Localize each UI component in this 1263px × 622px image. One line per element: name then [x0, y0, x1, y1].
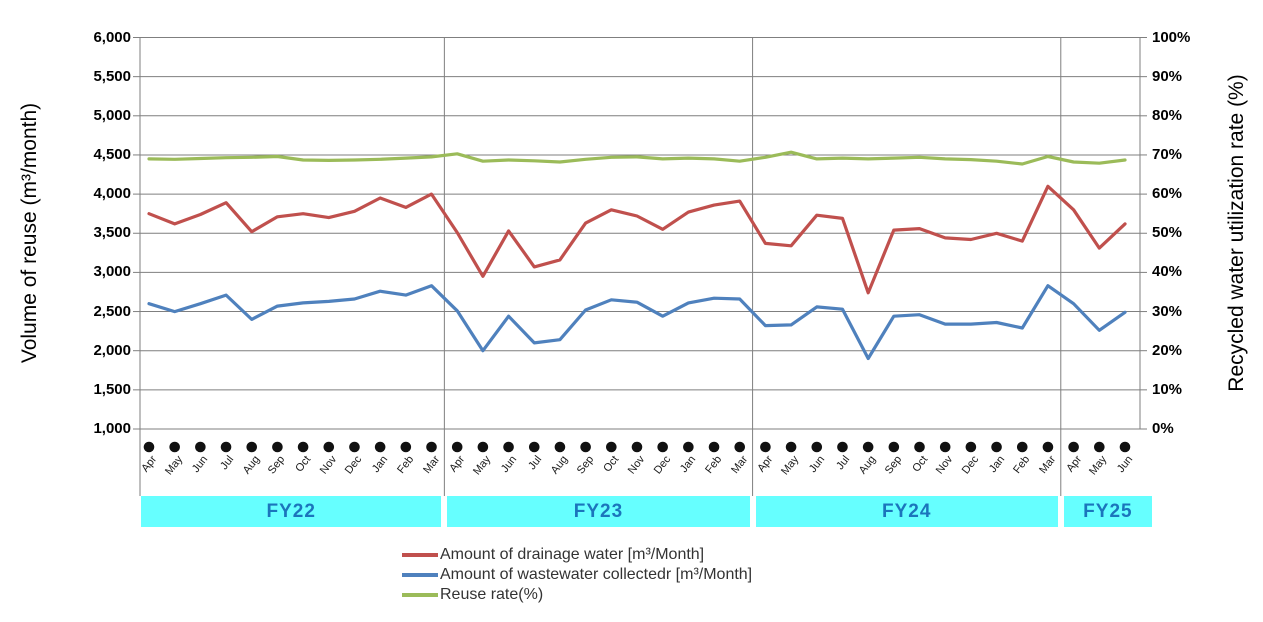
legend-line-swatch	[402, 593, 438, 597]
legend-label: Amount of drainage water [m³/Month]	[440, 546, 705, 563]
series-line-0	[147, 184, 1127, 295]
category-dot	[1094, 441, 1105, 453]
right-axis-tick-label: 80%	[1152, 106, 1183, 124]
category-dot	[888, 441, 900, 453]
series-line-1	[147, 284, 1127, 361]
category-dot	[939, 441, 951, 453]
series-line-2	[147, 150, 1127, 166]
category-dot	[297, 441, 309, 453]
category-dot	[837, 441, 848, 453]
legend-label: Amount of wastewater collectedr [m³/Mont…	[440, 566, 753, 583]
right-axis-tick-label: 20%	[1152, 341, 1183, 359]
category-dot	[760, 441, 771, 453]
left-axis-tick-label: 3,000	[93, 263, 131, 281]
category-dot	[195, 441, 206, 453]
legend: Amount of drainage water [m³/Month] Amoun…	[402, 545, 752, 605]
left-axis-tick-label: 6,000	[93, 28, 131, 46]
category-dot	[246, 441, 258, 453]
category-dot	[1068, 441, 1079, 453]
right-axis-tick-label: 30%	[1152, 302, 1183, 320]
right-axis-tick-label: 60%	[1152, 185, 1183, 203]
fiscal-year-band-fy23: FY23	[447, 496, 750, 527]
left-axis-tick-label: 3,500	[93, 224, 131, 242]
right-axis-tick-label: 40%	[1152, 263, 1183, 281]
left-axis-tick-label: 5,000	[93, 106, 131, 124]
left-axis-title: Volume of reuse (m³/month)	[18, 102, 41, 364]
right-axis-tick-label: 50%	[1152, 224, 1183, 242]
fiscal-year-band-fy24: FY24	[755, 496, 1058, 527]
legend-item: Reuse rate(%)	[402, 585, 752, 605]
left-axis-tick-label: 1,500	[93, 380, 131, 398]
category-dot	[811, 441, 823, 453]
category-dot	[1042, 441, 1054, 453]
category-dot	[991, 441, 1002, 453]
category-dot	[1016, 441, 1028, 453]
legend-item: Amount of drainage water [m³/Month]	[402, 545, 752, 565]
right-axis-tick-label: 70%	[1152, 145, 1183, 163]
legend-label: Reuse rate(%)	[440, 586, 544, 603]
right-axis-tick-label: 10%	[1152, 380, 1183, 398]
category-dot	[580, 441, 591, 453]
legend-item: Amount of wastewater collectedr [m³/Mont…	[402, 565, 752, 585]
category-dot	[554, 441, 566, 453]
category-dot	[683, 441, 694, 453]
category-dot	[451, 441, 463, 453]
fiscal-year-band-fy25: FY25	[1063, 496, 1152, 527]
category-marker-dots	[143, 441, 1131, 453]
left-axis-tick-label: 5,500	[93, 67, 131, 85]
category-dot	[400, 441, 412, 453]
category-dot	[272, 441, 283, 453]
right-axis-tick-label: 100%	[1152, 28, 1191, 46]
category-dot	[657, 441, 668, 453]
category-dot	[708, 441, 720, 453]
category-dot	[143, 441, 155, 453]
category-dot	[426, 441, 437, 453]
category-dot	[323, 441, 335, 453]
right-axis-title: Recycled water utilization rate (%)	[1225, 74, 1248, 392]
category-dot	[785, 441, 797, 453]
category-dot	[631, 441, 643, 453]
left-axis-tick-label: 1,000	[93, 420, 131, 437]
category-dot	[169, 441, 180, 453]
category-dot	[528, 441, 540, 453]
left-axis-tick-label: 2,500	[93, 302, 131, 320]
category-dot	[914, 441, 925, 453]
right-axis-tick-label: 0%	[1152, 420, 1174, 437]
category-dot	[606, 441, 617, 453]
category-dot	[734, 441, 746, 453]
category-dot	[862, 441, 874, 453]
legend-line-swatch	[402, 573, 438, 577]
left-axis-tick-label: 4,500	[93, 145, 131, 163]
fiscal-year-band-fy22: FY22	[141, 496, 442, 527]
category-dot	[220, 441, 232, 453]
legend-line-swatch	[402, 553, 438, 557]
left-axis-tick-label: 4,000	[93, 185, 131, 203]
category-dot	[1119, 441, 1131, 453]
right-axis-tick-label: 90%	[1152, 67, 1183, 85]
left-axis-tick-label: 2,000	[93, 341, 131, 359]
category-dot	[374, 441, 386, 453]
category-dot	[503, 441, 514, 453]
category-dot	[349, 441, 360, 453]
category-dot	[477, 441, 489, 453]
category-dot	[965, 441, 977, 453]
